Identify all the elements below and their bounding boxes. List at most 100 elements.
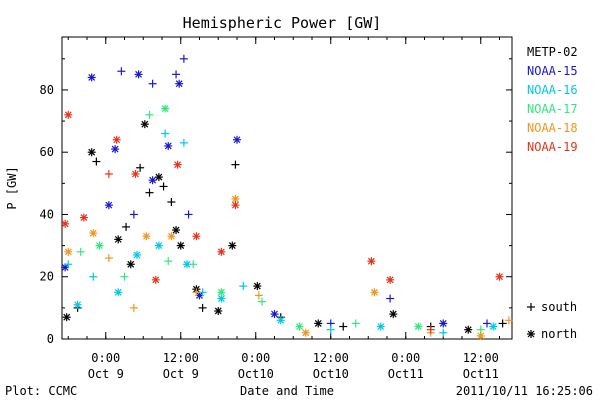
data-point-south (164, 257, 173, 266)
data-point-north (126, 260, 135, 269)
data-point-south (198, 303, 207, 312)
legend-entry: NOAA-16 (527, 83, 578, 97)
data-point-south (148, 79, 157, 88)
y-axis-label: P [GW] (5, 166, 19, 209)
data-point-south (179, 54, 188, 63)
data-point-south (239, 282, 248, 291)
data-point-south (439, 328, 448, 337)
data-point-south (117, 67, 126, 76)
data-point-south (104, 254, 113, 263)
data-point-north (389, 310, 398, 319)
data-point-north (114, 288, 123, 297)
data-point-north (414, 322, 423, 331)
data-point-south (498, 319, 507, 328)
plot-timestamp: 2011/10/11 16:25:06 (456, 384, 593, 398)
data-point-south (254, 291, 263, 300)
x-tick-time-label: 0:00 (91, 351, 120, 365)
data-point-north (253, 282, 262, 291)
data-point-north (217, 288, 226, 297)
marker-legend-label: north (541, 327, 577, 341)
data-point-south (184, 210, 193, 219)
data-point-north (192, 232, 201, 241)
x-tick-day-label: Oct 9 (163, 367, 199, 381)
data-point-south (89, 272, 98, 281)
data-point-south (172, 70, 181, 79)
y-tick-label: 20 (40, 270, 54, 284)
data-point-north (151, 275, 160, 284)
data-point-north (214, 306, 223, 315)
data-point-north (276, 316, 285, 325)
y-tick-label: 60 (40, 145, 54, 159)
x-tick-day-label: Oct10 (313, 367, 349, 381)
data-point-north (89, 229, 98, 238)
data-point-north (464, 325, 473, 334)
data-point-north (111, 145, 120, 154)
legend-entry: NOAA-18 (527, 121, 578, 135)
data-point-north (131, 169, 140, 178)
data-point-south (339, 322, 348, 331)
y-axis: 0 20 40 60 80 (40, 58, 512, 346)
data-point-south (258, 297, 266, 306)
marker-legend-label: south (541, 300, 577, 314)
data-point-north (73, 300, 82, 309)
data-point-north (231, 201, 240, 210)
data-point-north (270, 310, 279, 319)
data-point-south (136, 163, 145, 172)
data-point-south (104, 169, 113, 178)
y-tick-label: 40 (40, 207, 54, 221)
data-point-south (161, 129, 170, 138)
data-point-south (483, 319, 491, 328)
x-tick-day-label: Oct11 (388, 367, 424, 381)
data-point-north (489, 322, 498, 331)
data-point-north (64, 110, 73, 119)
data-point-south (159, 182, 168, 191)
marker-legend-symbol (527, 330, 535, 338)
data-point-north (142, 232, 151, 241)
data-point-north (386, 275, 395, 284)
x-tick-time-label: 12:00 (313, 351, 349, 365)
data-point-north (87, 148, 96, 157)
marker-legend-symbol (527, 303, 535, 311)
data-point-north (370, 288, 379, 297)
data-point-north (164, 141, 173, 150)
data-point-south (426, 325, 435, 334)
data-point-north (64, 247, 73, 256)
data-point-north (161, 104, 170, 113)
data-point-south (145, 110, 154, 119)
data-point-north (476, 331, 485, 340)
y-tick-label: 0 (47, 332, 54, 346)
data-point-south (351, 319, 360, 328)
x-axis: 0:00 Oct 9 12:00 Oct 9 0:00 Oct10 12:00 Oct10 0:… (67, 37, 500, 381)
x-tick-time-label: 0:00 (391, 351, 420, 365)
x-axis-label: Date and Time (240, 384, 334, 398)
data-point-north (114, 235, 123, 244)
data-point-south (120, 272, 129, 281)
data-point-north (104, 201, 113, 210)
data-point-south (92, 157, 101, 166)
legend-entry: NOAA-15 (527, 64, 578, 78)
plot-credit: Plot: CCMC (5, 384, 77, 398)
marker-legend: south north (527, 300, 577, 341)
data-point-north (95, 241, 104, 250)
x-tick-day-label: Oct10 (238, 367, 274, 381)
data-point-north (61, 219, 70, 228)
data-point-south (504, 316, 513, 325)
data-point-south (129, 210, 138, 219)
data-point-north (228, 241, 237, 250)
data-point-north (154, 241, 163, 250)
data-point-north (495, 272, 504, 281)
data-point-south (192, 288, 201, 297)
legend-entry: NOAA-17 (527, 102, 578, 116)
data-point-north (376, 322, 385, 331)
data-point-north (62, 313, 71, 322)
data-point-north (217, 294, 226, 303)
data-point-north (217, 247, 226, 256)
data-point-south (122, 222, 131, 231)
data-point-south (129, 303, 138, 312)
data-point-north (134, 70, 143, 79)
data-point-north (172, 226, 181, 235)
data-point-north (233, 135, 241, 144)
data-point-north (175, 79, 184, 88)
data-point-south (386, 294, 395, 303)
data-point-north (140, 120, 149, 129)
